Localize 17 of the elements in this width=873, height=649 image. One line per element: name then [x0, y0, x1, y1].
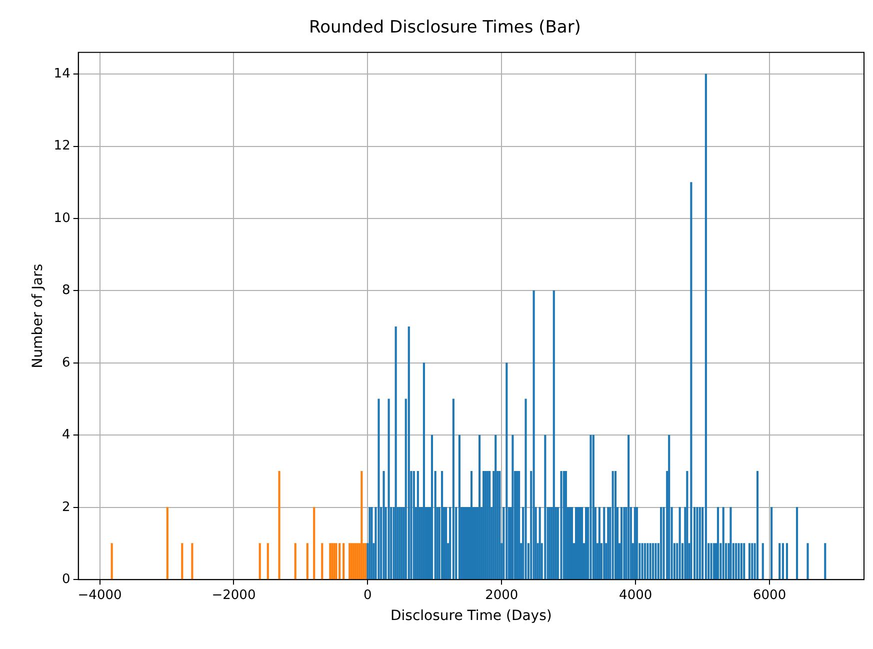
x-tick-label: 4000 [619, 588, 652, 603]
y-tick-label: 10 [54, 210, 70, 226]
y-tick-label: 4 [62, 428, 70, 443]
x-tick-label: −2000 [212, 588, 256, 603]
y-axis-title: Number of Jars [30, 264, 46, 368]
y-tick-label: 12 [54, 138, 70, 154]
y-tick-label: 0 [62, 572, 70, 587]
y-tick-label: 2 [62, 500, 70, 515]
y-tick-label: 8 [62, 283, 70, 298]
x-axis-title: Disclosure Time (Days) [390, 608, 552, 624]
x-tick-label: 2000 [485, 588, 518, 603]
y-tick-label: 6 [62, 355, 70, 370]
x-tick-label: −4000 [78, 588, 122, 603]
x-tick-label: 6000 [753, 588, 786, 603]
chart-title: Rounded Disclosure Times (Bar) [309, 18, 581, 38]
y-tick-label: 14 [54, 66, 70, 82]
x-tick-label: 0 [364, 588, 372, 603]
